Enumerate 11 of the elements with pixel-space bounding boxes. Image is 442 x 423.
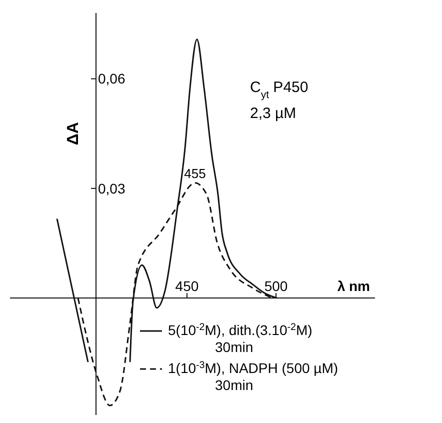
text: 5(10$^{-2}$M), dith.(3.10$^{-2}$M) 30min: [168, 322, 312, 355]
x-tick-label: 450: [175, 278, 199, 294]
annotation: C$_{yt}$ P450: [250, 79, 308, 101]
y-tick-label: 0,03: [98, 180, 126, 196]
y-axis-title: ΔA: [65, 122, 82, 146]
annotation: 455: [184, 166, 206, 181]
x-axis-title: λ nm: [337, 278, 370, 294]
y-tick-label: 0,06: [98, 70, 126, 87]
x-tick-label: 500: [264, 278, 288, 294]
annotation: 2,3 µM: [250, 105, 296, 122]
legend-label: 1(10$^{-3}$M), NADPH (500 µM) 30min: [168, 360, 338, 393]
